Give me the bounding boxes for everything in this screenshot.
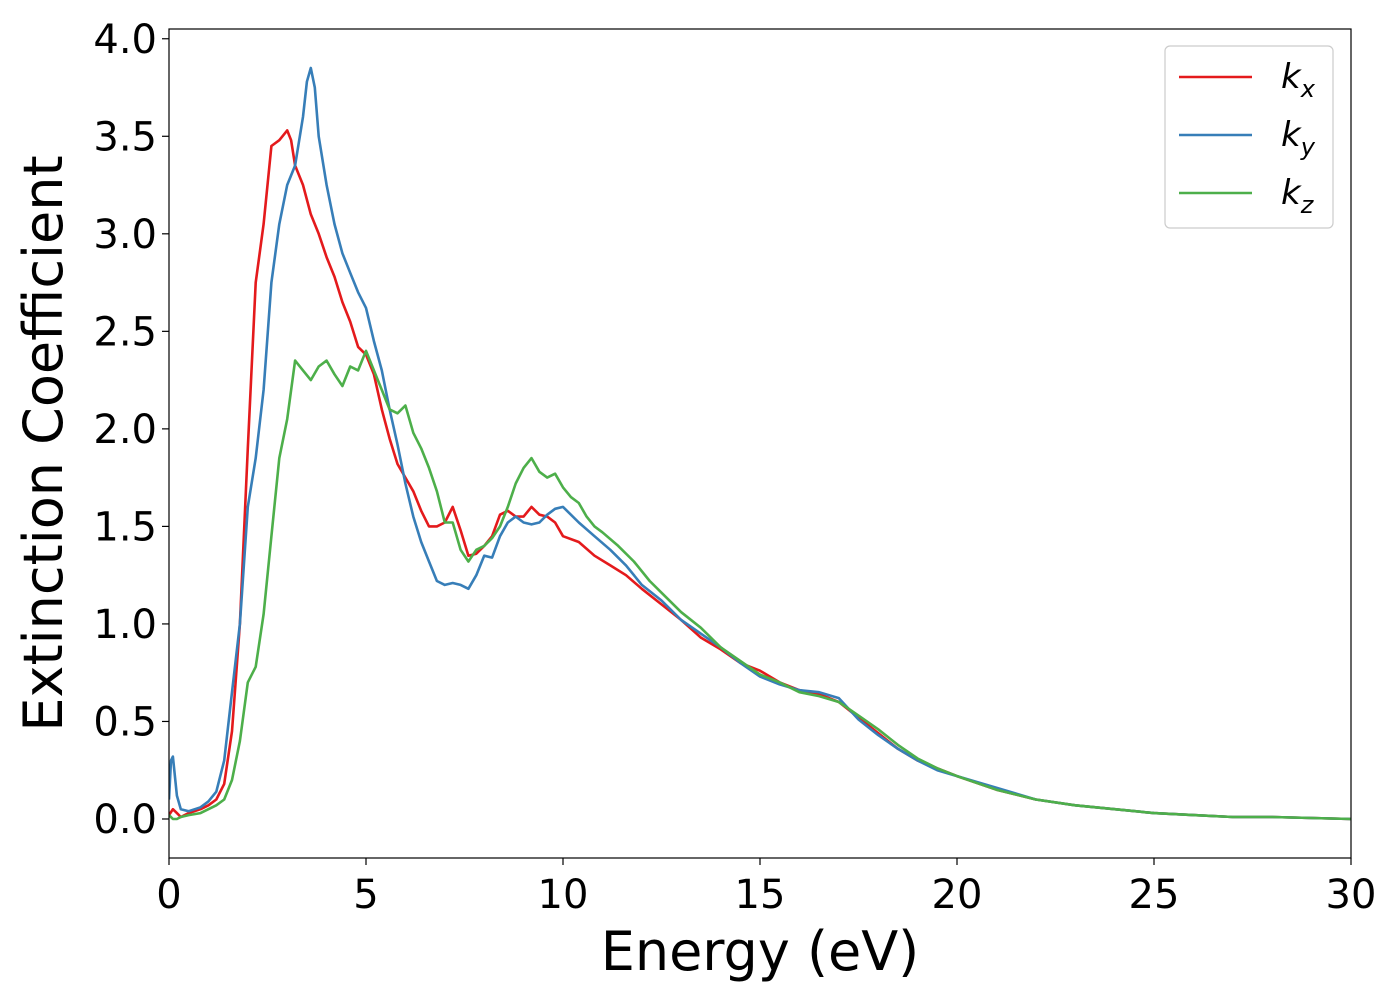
series-lines	[169, 66, 1351, 821]
y-axis-ticks: 0.0 0.5 1.0 1.5 2.0 2.5 3.0 3.5 4.0	[93, 17, 169, 843]
y-axis-label: Extinction Coefficient	[12, 155, 75, 731]
y-tick-label: 2.0	[93, 407, 157, 453]
y-tick-label: 1.0	[93, 602, 157, 648]
y-tick-label: 1.5	[93, 504, 157, 550]
series-line-z	[169, 349, 1351, 821]
legend-box	[1164, 45, 1334, 229]
x-tick-label: 0	[156, 872, 181, 918]
y-tick-label: 2.5	[93, 309, 157, 355]
y-tick-label: 0.5	[93, 699, 157, 745]
x-tick-label: 5	[353, 872, 378, 918]
series-line-y	[169, 66, 1351, 821]
x-tick-label: 20	[932, 872, 983, 918]
x-axis-label: Energy (eV)	[601, 920, 920, 983]
legend-label-y: ky	[1281, 115, 1316, 161]
y-tick-label: 4.0	[93, 17, 157, 63]
legend: kx ky kz	[1164, 45, 1334, 229]
y-tick-label: 3.0	[93, 212, 157, 258]
x-tick-label: 15	[735, 872, 786, 918]
x-tick-label: 30	[1326, 872, 1377, 918]
x-tick-label: 25	[1129, 872, 1180, 918]
legend-label-z: kz	[1281, 173, 1315, 219]
y-tick-label: 3.5	[93, 114, 157, 160]
series-line-x	[169, 129, 1351, 821]
x-axis-ticks: 0 5 10 15 20 25 30	[156, 858, 1376, 918]
y-tick-label: 0.0	[93, 797, 157, 843]
legend-label-x: kx	[1281, 57, 1316, 103]
x-tick-label: 10	[538, 872, 589, 918]
